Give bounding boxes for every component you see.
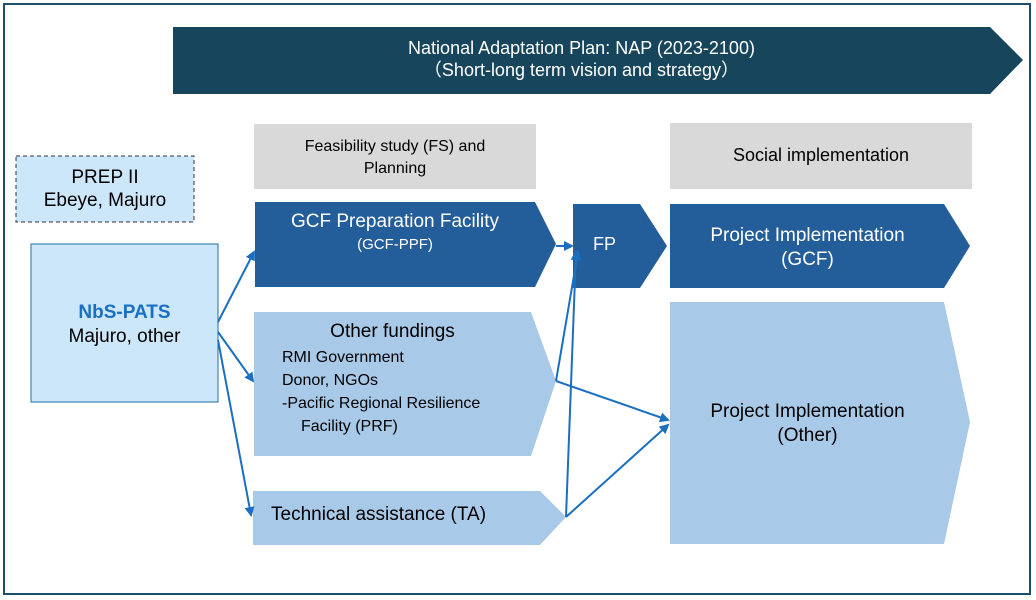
other-fundings-title: Other fundings (330, 321, 455, 342)
impl-other-label: Project Implementation (Other) (670, 400, 945, 448)
nbs-pats-label: NbS-PATS Majuro, other (31, 301, 218, 349)
ta-arrow-shape (253, 491, 566, 545)
ta-label: Technical assistance (TA) (271, 504, 487, 525)
impl-other-arrow-shape (670, 302, 970, 544)
impl-gcf-arrow-shape (670, 204, 970, 288)
arrow-ta-to-impl-other (565, 423, 670, 518)
impl-other-line1: Project Implementation (710, 401, 905, 422)
social-implementation-header-box (670, 123, 972, 189)
arrow-nbs-to-gcf-ppf (217, 250, 255, 323)
arrow-nbs-to-other-fundings (217, 331, 255, 383)
nbs-pats-box (30, 243, 219, 403)
other-fundings-item: Donor, NGOs (282, 372, 379, 389)
other-fundings-item: RMI Government (282, 349, 404, 366)
gcf-ppf-line1: GCF Preparation Facility (290, 211, 499, 232)
prep-ii-box (15, 155, 195, 223)
prep-ii-label: PREP II Ebeye, Majuro (16, 166, 194, 212)
prep-ii-line2: Ebeye, Majuro (43, 190, 167, 211)
impl-other-line2: (Other) (777, 425, 838, 446)
nap-banner-title: National Adaptation Plan: NAP (2023-2100… (173, 37, 990, 81)
fp-arrow-shape (573, 204, 667, 288)
impl-gcf-line2: (GCF) (781, 249, 834, 270)
arrow-other-to-impl-other (555, 380, 670, 423)
gcf-ppf-line2: (GCF-PPF) (357, 236, 433, 253)
fs-planning-header: Feasibility study (FS) and Planning (254, 136, 536, 180)
nap-banner-line1: National Adaptation Plan: NAP (2023-2100… (408, 38, 755, 58)
nap-banner-arrow (173, 27, 1023, 94)
other-fundings-item: -Pacific Regional Resilience (282, 395, 481, 412)
diagram-frame (3, 3, 1031, 595)
impl-gcf-line1: Project Implementation (710, 225, 905, 246)
fp-label: FP (593, 234, 617, 254)
impl-gcf-label: Project Implementation (GCF) (670, 224, 945, 272)
other-fundings-list: RMI Government Donor, NGOs -Pacific Regi… (282, 346, 532, 438)
other-fundings-arrow-shape (254, 312, 556, 456)
fs-planning-header-box (254, 124, 536, 189)
nbs-pats-subtitle: Majuro, other (68, 326, 181, 347)
arrow-nbs-to-ta (217, 339, 255, 517)
other-fundings-item: Facility (PRF) (301, 418, 398, 435)
arrow-ta-to-fp (565, 250, 581, 518)
gcf-ppf-label: GCF Preparation Facility (GCF-PPF) (255, 210, 535, 256)
prep-ii-line1: PREP II (71, 167, 139, 188)
social-implementation-header: Social implementation (732, 145, 910, 165)
fs-header-line2: Planning (363, 160, 427, 177)
gcf-ppf-arrow-shape (255, 202, 556, 287)
connector-arrows (217, 241, 670, 518)
nbs-pats-title: NbS-PATS (78, 302, 171, 323)
nap-banner-line2: （Short-long term vision and strategy） (423, 60, 740, 80)
fs-header-line1: Feasibility study (FS) and (304, 138, 486, 155)
